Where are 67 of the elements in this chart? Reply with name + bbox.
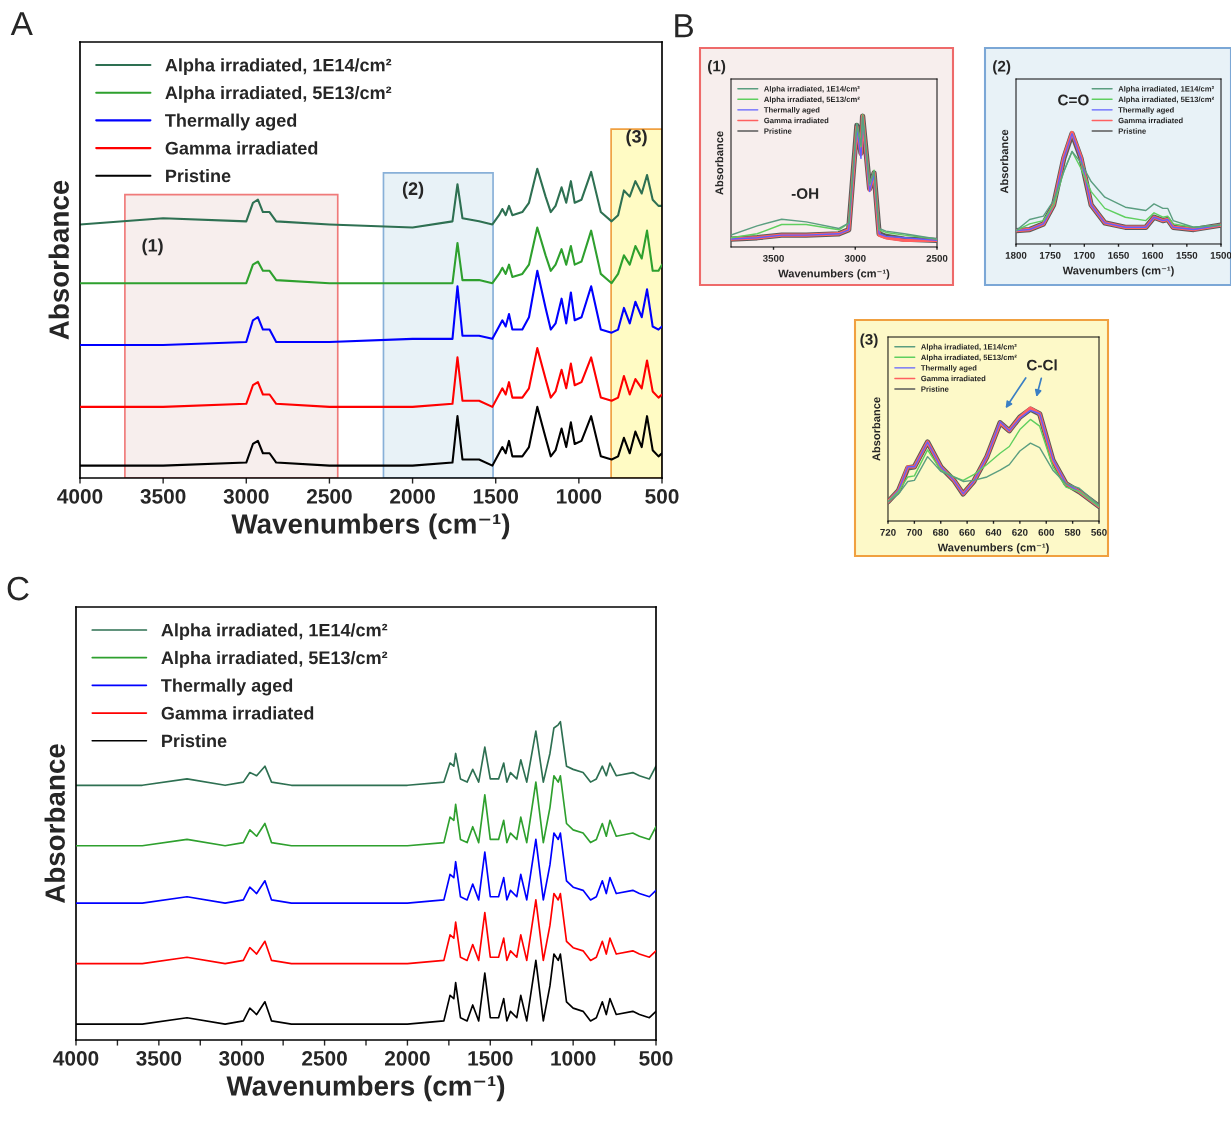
legend-label: Pristine xyxy=(162,733,227,748)
x-tick-label: 3000 xyxy=(844,254,866,262)
chart-title: A xyxy=(10,12,33,36)
text: C=O xyxy=(1058,94,1089,106)
x-tick-label: 2500 xyxy=(306,488,352,504)
x-axis-title: Wavenumbers (cm⁻¹) xyxy=(778,269,890,280)
x-tick-label: 600 xyxy=(1038,528,1054,536)
x-axis-title: Wavenumbers (cm⁻¹) xyxy=(1062,266,1174,277)
x-tick-label: 1750 xyxy=(1039,251,1061,259)
x-tick-label: 3500 xyxy=(140,488,186,504)
x-tick-label: 1000 xyxy=(551,1050,596,1066)
y-axis-title: Absorbance xyxy=(872,397,881,461)
x-tick-label: 700 xyxy=(906,528,923,536)
legend-label: Alpha irradiated, 1E14/cm² xyxy=(161,623,388,641)
x-tick-label: 2500 xyxy=(926,254,948,262)
x-axis-title: Wavenumbers (cm⁻¹) xyxy=(231,513,510,540)
legend-label: Thermally aged xyxy=(161,678,293,696)
legend-label: Alpha irradiated, 5E13/cm² xyxy=(161,650,388,668)
x-tick-label: 500 xyxy=(639,1050,673,1066)
x-tick-label: 3000 xyxy=(219,1050,265,1066)
x-tick-label: 1500 xyxy=(473,488,519,504)
x-tick-label: 1550 xyxy=(1176,251,1198,259)
x-tick-label: 680 xyxy=(933,528,949,536)
x-tick-label: 560 xyxy=(1091,528,1107,536)
band-label: (2) xyxy=(402,181,424,199)
x-tick-label: 1500 xyxy=(1210,251,1231,259)
x-tick-label: 1500 xyxy=(468,1050,513,1066)
x-tick-label: 1600 xyxy=(1142,251,1164,259)
x-tick-label: 1000 xyxy=(557,488,602,504)
legend-label: Alpha irradiated, 5E13/cm² xyxy=(165,85,392,103)
x-tick-label: 2500 xyxy=(302,1050,347,1066)
text: C-Cl xyxy=(1026,359,1057,371)
y-axis-title: Absorbance xyxy=(1000,129,1009,194)
chart-title: (2) xyxy=(993,60,1011,75)
legend-label: Thermally aged xyxy=(165,113,297,131)
x-tick-label: 720 xyxy=(880,528,896,536)
text: B xyxy=(675,14,693,38)
x-tick-label: 500 xyxy=(645,488,679,504)
x-tick-label: 3500 xyxy=(136,1050,182,1066)
legend-label: Gamma irradiated xyxy=(165,141,318,155)
x-axis-title: Wavenumbers (cm⁻¹) xyxy=(937,543,1049,554)
x-tick-label: 580 xyxy=(1064,528,1081,536)
x-tick-label: 4000 xyxy=(57,488,103,504)
y-axis-title: Absorbance xyxy=(715,131,724,195)
legend-label: Pristine xyxy=(166,168,231,183)
x-tick-label: 620 xyxy=(1012,528,1028,536)
y-axis-title: Absorbance xyxy=(44,744,65,904)
x-tick-label: 2000 xyxy=(384,1050,430,1066)
x-tick-label: 3500 xyxy=(762,254,784,262)
chart-title: (1) xyxy=(708,60,726,75)
x-tick-label: 4000 xyxy=(53,1050,99,1066)
x-axis-title: Wavenumbers (cm⁻¹) xyxy=(226,1075,505,1102)
y-axis-title: Absorbance xyxy=(48,180,69,340)
band-label: (3) xyxy=(626,129,647,147)
x-tick-label: 1700 xyxy=(1074,251,1095,259)
chart-title: (3) xyxy=(860,333,878,348)
band-label: (1) xyxy=(142,238,163,256)
legend-label: Alpha irradiated, 1E14/cm² xyxy=(165,58,392,76)
x-tick-label: 660 xyxy=(959,528,975,536)
chart-title: C xyxy=(7,576,29,601)
legend-label: Gamma irradiated xyxy=(161,706,314,720)
x-tick-label: 2000 xyxy=(390,488,435,504)
x-tick-label: 3000 xyxy=(223,488,269,504)
x-tick-label: 1650 xyxy=(1108,251,1129,259)
x-tick-label: 640 xyxy=(985,528,1002,536)
annotation: -OH xyxy=(791,188,819,200)
x-tick-label: 1800 xyxy=(1005,251,1027,259)
